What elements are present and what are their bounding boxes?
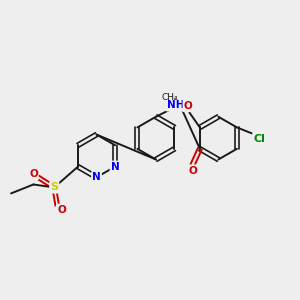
Text: NH: NH xyxy=(167,100,184,110)
Text: O: O xyxy=(29,169,38,179)
Text: O: O xyxy=(188,166,197,176)
Text: O: O xyxy=(57,205,66,215)
Text: S: S xyxy=(50,182,58,193)
Text: CH₃: CH₃ xyxy=(162,93,178,102)
Text: N: N xyxy=(111,162,119,172)
Text: Cl: Cl xyxy=(253,134,265,144)
Text: N: N xyxy=(92,172,101,182)
Text: O: O xyxy=(184,101,192,111)
